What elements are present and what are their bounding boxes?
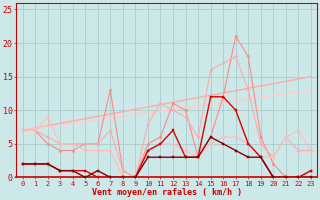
X-axis label: Vent moyen/en rafales ( km/h ): Vent moyen/en rafales ( km/h ) — [92, 188, 242, 197]
